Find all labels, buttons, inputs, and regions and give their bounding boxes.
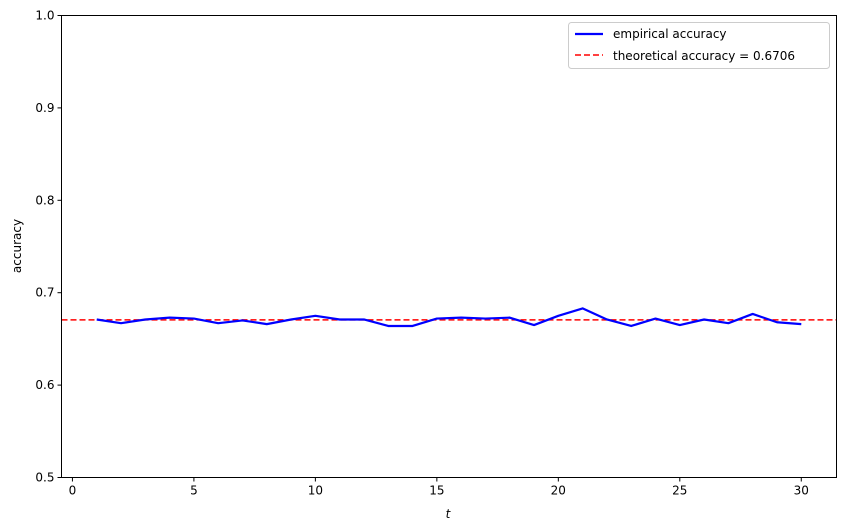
x-axis-label: t — [446, 507, 452, 521]
y-tick-label: 1.0 — [35, 9, 54, 23]
x-tick-label: 15 — [429, 484, 444, 498]
y-tick-label: 0.6 — [35, 378, 54, 392]
x-tick-label: 30 — [794, 484, 809, 498]
y-tick-label: 0.7 — [35, 286, 54, 300]
y-tick-label: 0.9 — [35, 101, 54, 115]
x-tick-label: 10 — [308, 484, 323, 498]
x-tick-label: 20 — [551, 484, 566, 498]
empirical-accuracy-line — [96, 307, 802, 328]
x-tick-label: 5 — [190, 484, 198, 498]
x-tick-label: 25 — [672, 484, 687, 498]
y-tick-label: 0.5 — [35, 471, 54, 485]
plot-frame — [61, 15, 837, 478]
y-axis-label: accuracy — [10, 219, 24, 273]
legend-label-theoretical: theoretical accuracy = 0.6706 — [613, 49, 795, 63]
legend: empirical accuracy theoretical accuracy … — [568, 22, 830, 69]
x-tick-label: 0 — [69, 484, 77, 498]
legend-label-empirical: empirical accuracy — [613, 27, 727, 41]
y-tick-label: 0.8 — [35, 193, 54, 207]
